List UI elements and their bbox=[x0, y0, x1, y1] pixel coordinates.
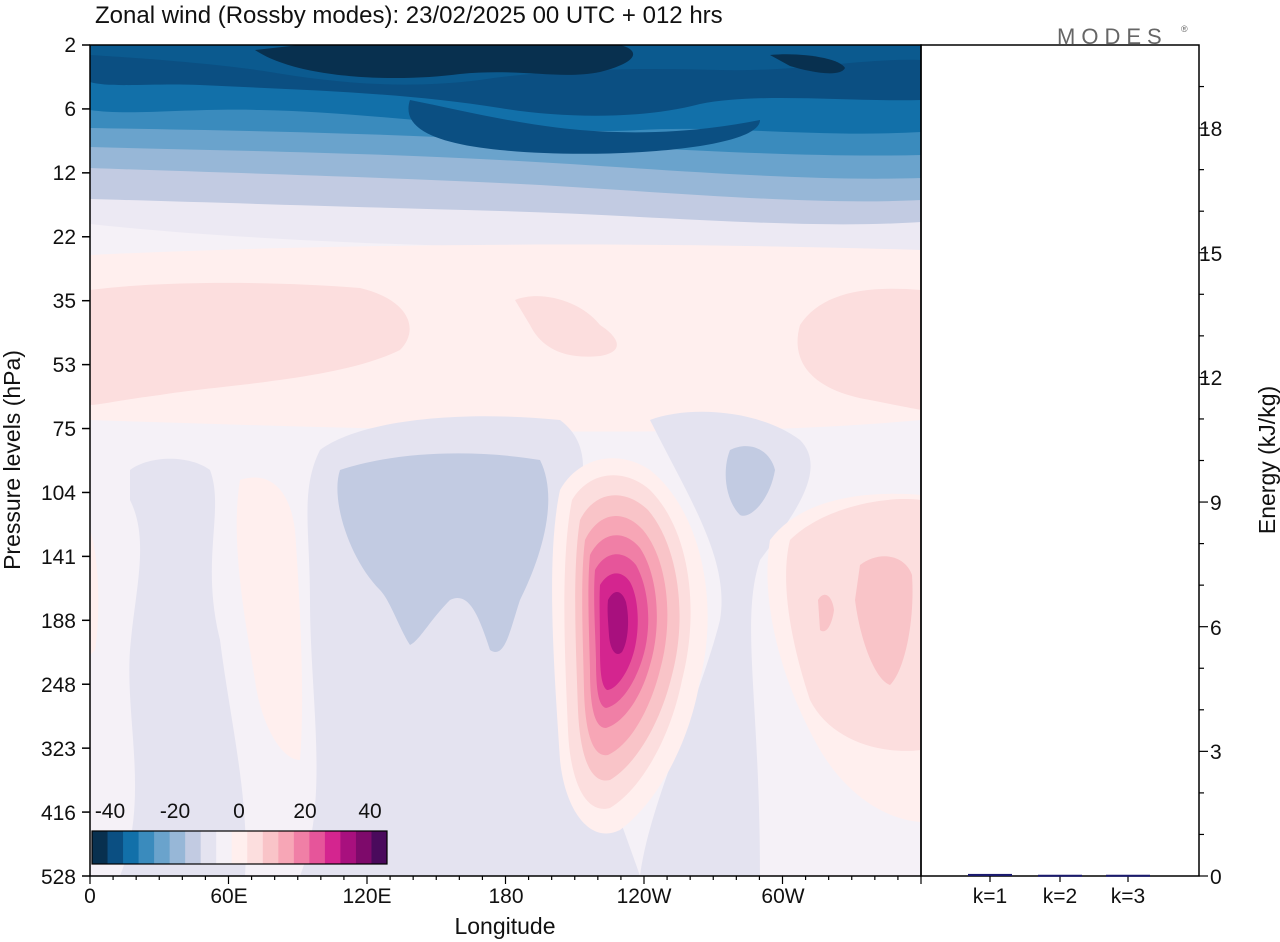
y-tick-label: 53 bbox=[53, 354, 76, 377]
zonal-wind-field bbox=[90, 45, 921, 876]
y-tick-label: 528 bbox=[41, 866, 76, 889]
energy-frame bbox=[920, 44, 1200, 877]
y-tick-label: 248 bbox=[41, 674, 76, 697]
y-tick-label: 104 bbox=[41, 482, 76, 505]
colorbar-swatch bbox=[231, 831, 248, 864]
energy-category-label: k=1 bbox=[973, 885, 1007, 908]
colorbar-tick-label: 40 bbox=[358, 800, 381, 823]
energy-tick-label: 3 bbox=[1210, 741, 1222, 764]
energy-tick-label: 18 bbox=[1199, 118, 1222, 141]
y-tick-label: 75 bbox=[53, 418, 76, 441]
energy-bar bbox=[1106, 874, 1150, 877]
x-tick-label: 0 bbox=[84, 885, 96, 908]
modes-logo-mark: ® bbox=[1181, 24, 1188, 34]
y-tick-label: 22 bbox=[53, 226, 76, 249]
x-tick-label: 120E bbox=[342, 885, 391, 908]
colorbar-swatch bbox=[123, 831, 140, 864]
colorbar-tick-labels: -40 -20 0 20 40 bbox=[95, 800, 382, 823]
colorbar-swatch bbox=[340, 831, 357, 864]
colorbar-swatch bbox=[216, 831, 233, 864]
colorbar-swatch bbox=[371, 831, 388, 864]
colorbar-swatch bbox=[107, 831, 124, 864]
y-tick-label: 416 bbox=[41, 802, 76, 825]
colorbar-swatch bbox=[247, 831, 264, 864]
energy-bar bbox=[1038, 874, 1082, 877]
colorbar-tick-label: 0 bbox=[233, 800, 245, 823]
energy-category-label: k=2 bbox=[1043, 885, 1077, 908]
colorbar-swatch bbox=[293, 831, 310, 864]
energy-axis-label: Energy (kJ/kg) bbox=[1254, 386, 1280, 534]
energy-tick-label: 6 bbox=[1210, 617, 1222, 640]
energy-tick-label: 15 bbox=[1199, 243, 1222, 266]
colorbar-swatch bbox=[138, 831, 155, 864]
y-tick-label: 188 bbox=[41, 610, 76, 633]
y-tick-label: 12 bbox=[53, 162, 76, 185]
energy-tick-labels: 0 3 6 9 12 15 18 bbox=[1199, 118, 1222, 889]
colorbar-swatch bbox=[278, 831, 295, 864]
x-tick-labels: 0 60E 120E 180 120W 60W bbox=[84, 885, 805, 908]
colorbar-tick-label: -40 bbox=[95, 800, 125, 823]
y-tick-label: 141 bbox=[41, 546, 76, 569]
chart-title: Zonal wind (Rossby modes): 23/02/2025 00… bbox=[95, 2, 723, 29]
axis-ticks bbox=[82, 44, 1208, 884]
colorbar-swatch bbox=[92, 831, 109, 864]
colorbar-swatch bbox=[154, 831, 171, 864]
energy-tick-label: 0 bbox=[1210, 866, 1222, 889]
x-tick-label: 120W bbox=[617, 885, 672, 908]
y-tick-label: 6 bbox=[64, 98, 76, 121]
energy-tick-label: 9 bbox=[1210, 492, 1222, 515]
y-tick-label: 35 bbox=[53, 290, 76, 313]
colorbar-swatch bbox=[185, 831, 202, 864]
energy-bar-labels: k=1 k=2 k=3 bbox=[973, 885, 1145, 908]
colorbar-tick-label: -20 bbox=[160, 800, 190, 823]
colorbar-swatch bbox=[262, 831, 279, 864]
energy-bars bbox=[968, 873, 1150, 877]
colorbar-swatch bbox=[355, 831, 372, 864]
energy-tick-label: 12 bbox=[1199, 367, 1222, 390]
colorbar-swatch bbox=[169, 831, 186, 864]
colorbar-swatch bbox=[309, 831, 326, 864]
colorbar-frame bbox=[91, 830, 388, 865]
x-tick-label: 60E bbox=[210, 885, 247, 908]
energy-category-label: k=3 bbox=[1111, 885, 1145, 908]
colorbar-swatch bbox=[200, 831, 217, 864]
colorbar-swatch bbox=[324, 831, 341, 864]
y-tick-labels: 2 6 12 22 35 53 75 104 141 188 248 323 4… bbox=[41, 34, 76, 889]
x-axis-label: Longitude bbox=[454, 913, 555, 939]
y-tick-label: 2 bbox=[64, 34, 76, 57]
energy-bar bbox=[968, 873, 1012, 876]
x-tick-label: 60W bbox=[761, 885, 804, 908]
y-tick-label: 323 bbox=[41, 738, 76, 761]
x-tick-label: 180 bbox=[488, 885, 523, 908]
colorbar-tick-label: 20 bbox=[293, 800, 316, 823]
colorbar bbox=[91, 830, 388, 865]
y-axis-label: Pressure levels (hPa) bbox=[0, 350, 25, 570]
